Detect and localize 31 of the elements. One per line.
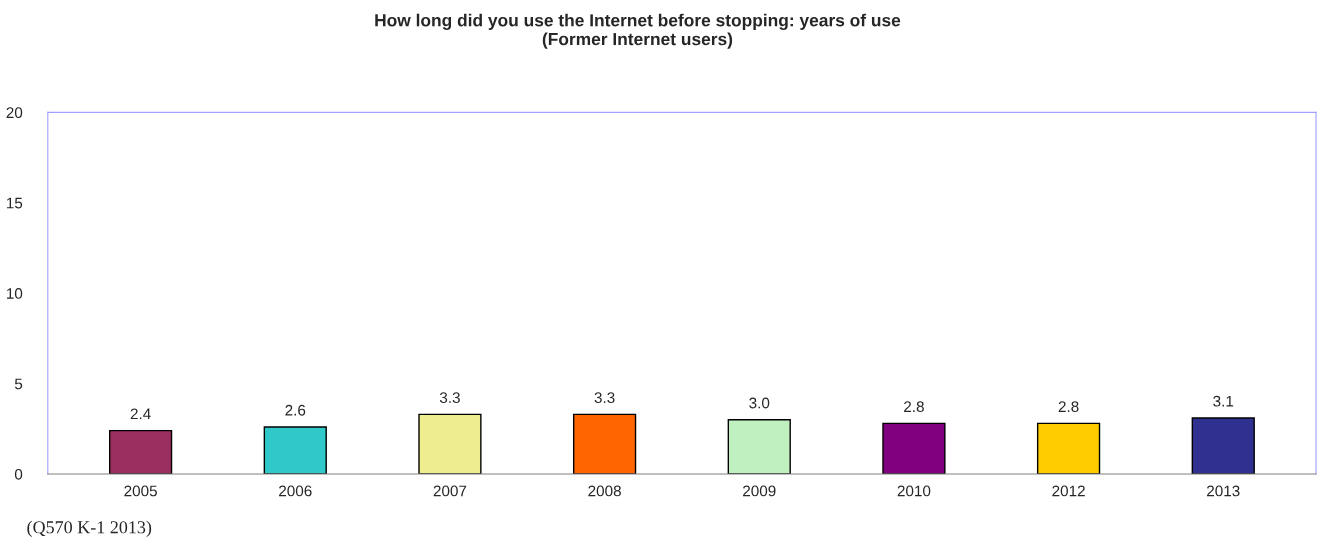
bar bbox=[1036, 422, 1101, 475]
x-tick-label: 2009 bbox=[743, 485, 776, 497]
bar bbox=[882, 422, 946, 475]
y-tick-label: 10 bbox=[6, 288, 23, 299]
data-label: 3.0 bbox=[749, 397, 770, 409]
x-tick-label: 2012 bbox=[1052, 485, 1085, 497]
data-label: 3.1 bbox=[1213, 395, 1234, 407]
data-label: 2.8 bbox=[1058, 401, 1079, 413]
x-tick-label: 2013 bbox=[1207, 485, 1240, 497]
x-tick-label: 2008 bbox=[588, 485, 621, 497]
y-tick-label: 0 bbox=[14, 468, 23, 480]
bar bbox=[1191, 417, 1255, 475]
y-tick-label: 5 bbox=[14, 378, 23, 390]
data-label: 3.3 bbox=[594, 392, 615, 403]
data-label: 2.8 bbox=[904, 401, 924, 413]
data-label: 3.3 bbox=[439, 392, 460, 403]
bar bbox=[418, 413, 482, 475]
bar bbox=[572, 413, 637, 475]
x-tick-label: 2005 bbox=[124, 485, 157, 497]
chart-title: How long did you use the Internet before stopping: years of use (Former Internet users) bbox=[375, 13, 901, 49]
text: (Q570 K-1 2013) bbox=[27, 520, 152, 538]
y-tick-label: 15 bbox=[6, 197, 23, 209]
x-tick-label: 2007 bbox=[433, 485, 467, 497]
x-tick-label: 2010 bbox=[897, 485, 931, 497]
data-label: 2.6 bbox=[285, 404, 306, 416]
bar bbox=[727, 419, 791, 475]
y-tick-label: 20 bbox=[6, 107, 23, 119]
data-label: 2.4 bbox=[130, 408, 151, 420]
x-tick-label: 2006 bbox=[279, 485, 312, 497]
bar bbox=[108, 429, 173, 475]
bar bbox=[263, 426, 327, 475]
